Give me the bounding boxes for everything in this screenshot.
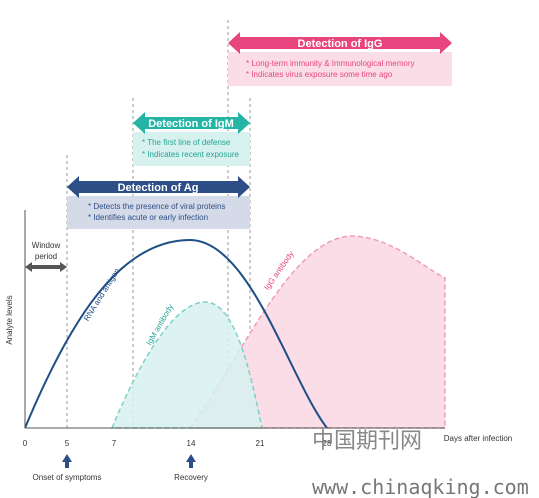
igm-curve bbox=[110, 301, 263, 429]
marker-label: Recovery bbox=[174, 473, 208, 482]
igm-bullet: * Indicates recent exposure bbox=[142, 150, 239, 159]
igg-box bbox=[228, 52, 452, 86]
rna-curve bbox=[24, 238, 328, 429]
x-tick-label: 5 bbox=[65, 439, 70, 448]
igg-title: Detection of IgG bbox=[298, 38, 383, 50]
ag-box bbox=[67, 196, 250, 229]
y-axis-label: Analyte levels bbox=[5, 295, 14, 344]
x-ticks: 0 5 7 14 21 28 bbox=[23, 439, 332, 448]
window-arrow bbox=[25, 262, 67, 272]
recovery-arrow bbox=[186, 454, 196, 468]
igm-arrow bbox=[133, 112, 250, 134]
x-tick-label: 0 bbox=[23, 439, 28, 448]
igg-bullet: * Indicates virus exposure some time ago bbox=[246, 70, 393, 79]
window-label: period bbox=[35, 252, 57, 261]
igm-title: Detection of IgM bbox=[148, 118, 234, 130]
ag-bullet: * Identifies acute or early infection bbox=[88, 213, 208, 222]
x-tick-label: 14 bbox=[187, 439, 196, 448]
igm-bullet: * The first line of defense bbox=[142, 138, 231, 147]
ag-bullet: * Detects the presence of viral proteins bbox=[88, 202, 225, 211]
window-label: Window bbox=[32, 241, 61, 250]
igm-box bbox=[133, 132, 250, 166]
watermark: 中国期刊网 bbox=[312, 429, 422, 454]
x-tick-label: 28 bbox=[323, 439, 332, 448]
rna-label: RNA and antigen bbox=[82, 267, 122, 323]
x-tick-label: 7 bbox=[112, 439, 117, 448]
igg-arrow bbox=[228, 32, 452, 54]
x-tick-label: 21 bbox=[256, 439, 265, 448]
ag-arrow bbox=[67, 176, 250, 198]
watermark: www.chinaqking.com bbox=[312, 475, 529, 498]
marker-label: Onset of symptoms bbox=[33, 473, 102, 482]
ag-title: Detection of Ag bbox=[118, 182, 199, 194]
onset-arrow bbox=[62, 454, 72, 468]
igg-bullet: * Long-term immunity & Immunological mem… bbox=[246, 59, 415, 68]
x-axis-label: Days after infection bbox=[444, 434, 512, 443]
